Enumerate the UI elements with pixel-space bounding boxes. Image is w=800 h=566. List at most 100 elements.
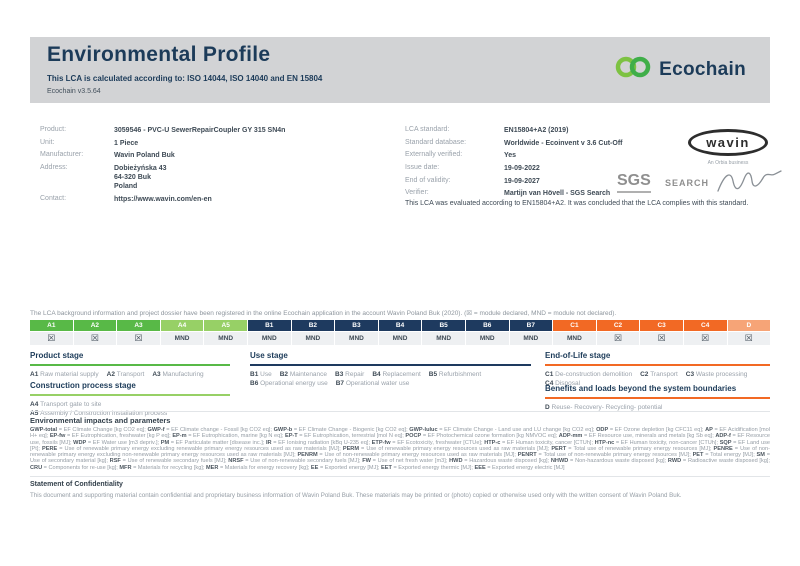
info-label: Product: — [40, 126, 67, 133]
module-code: C2 — [596, 320, 640, 331]
ecochain-logo: Ecochain — [614, 55, 746, 84]
module-status: ☒ — [596, 332, 640, 345]
header-band: Environmental Profile This LCA is calcul… — [30, 37, 770, 103]
stage-line: D Reuse- Recovery- Recycling- potential — [545, 404, 770, 413]
info-value: Dobieżyńska 43 64-320 Buk Poland — [114, 165, 167, 191]
stage-item-C1: C1 De-construction demolition — [545, 371, 633, 378]
module-column-A2: A2 ☒ — [73, 320, 118, 345]
module-column-C3: C3 ☒ — [640, 320, 684, 345]
module-column-B4: B4 MND — [378, 320, 423, 345]
module-code: A3 — [117, 320, 160, 331]
contact-link[interactable]: https://www.wavin.com/en-en — [114, 195, 212, 203]
stage-item-B1: B1 Use — [250, 371, 272, 378]
info-row: Contact: https://www.wavin.com/en-en — [40, 195, 390, 204]
stage-line: A4 Transport gate to site — [30, 401, 230, 410]
module-column-B2: B2 MND — [291, 320, 336, 345]
info-label: Externally verified: — [405, 151, 463, 159]
module-code: C3 — [640, 320, 683, 331]
module-column-B1: B1 MND — [247, 320, 292, 345]
info-row: LCA standard: EN15804+A2 (2019) — [405, 126, 705, 135]
glossary-title: Environmental impacts and parameters — [30, 416, 171, 425]
module-code: A1 — [30, 320, 73, 331]
confidentiality-text: This document and supporting material co… — [30, 492, 682, 499]
module-code: B2 — [291, 320, 335, 331]
stage-item-C4: C4 Disposal — [545, 379, 581, 387]
module-status: ☒ — [73, 332, 117, 345]
info-row: Standard database: Worldwide - Ecoinvent … — [405, 139, 705, 148]
evaluation-note: This LCA was evaluated according to EN15… — [405, 200, 749, 207]
wavin-logo-text: wavin — [706, 135, 750, 150]
stage-line: C1 De-construction demolition C2 Transpor… — [545, 371, 770, 380]
module-status: MND — [378, 332, 422, 345]
stage-use: Use stage B1 Use B2 Maintenance B3 Repair B4… — [250, 351, 531, 389]
stage-item-B5: B5 Refurbishment — [428, 371, 482, 378]
stage-underline — [545, 397, 770, 399]
info-row: End of validity: 19-09-2027 — [405, 177, 705, 186]
module-column-A1: A1 ☒ — [30, 320, 74, 345]
stage-item-C3: C3 Waste processing — [685, 371, 748, 378]
module-code: B6 — [465, 320, 509, 331]
stage-item-D: D Reuse- Recovery- Recycling- potential — [545, 404, 663, 411]
module-column-C1: C1 MND — [553, 320, 597, 345]
info-value: Martijn van Hövell - SGS Search — [504, 190, 611, 198]
info-label: Standard database: — [405, 138, 467, 146]
info-label: Address: — [40, 164, 68, 172]
info-label: Manufacturer: — [40, 151, 84, 159]
stage-underline — [30, 394, 230, 396]
info-value: EN15804+A2 (2019) — [504, 127, 569, 134]
module-status: MND — [291, 332, 335, 345]
info-row: Product: 3059546 - PVC-U SewerRepairCoupl… — [40, 126, 390, 135]
stage-section-title: End-of-Life stage — [545, 351, 611, 360]
product-info-block: Product: 3059546 - PVC-U SewerRepairCoupl… — [40, 126, 390, 208]
stage-item-B7: B7 Operational water use — [335, 379, 410, 387]
stage-item-A2: A2 Transport — [106, 371, 145, 378]
module-column-B3: B3 MND — [335, 320, 379, 345]
info-label: End of validity: — [405, 176, 451, 184]
info-label: Issue date: — [405, 164, 440, 172]
confidentiality-title: Statement of Confidentiality — [30, 481, 123, 488]
module-column-B5: B5 MND — [422, 320, 466, 345]
wavin-logo: wavin — [688, 129, 768, 156]
stage-line: A1 Raw material supply A2 Transport A3 Man… — [30, 371, 230, 380]
stage-item-A4: A4 Transport gate to site — [30, 401, 102, 408]
info-value: Yes — [504, 152, 517, 160]
module-column-C2: C2 ☒ — [596, 320, 641, 345]
divider — [30, 476, 770, 477]
info-row: Manufacturer: Wavin Poland Buk — [40, 151, 390, 160]
module-code: B3 — [335, 320, 378, 331]
module-column-B6: B6 MND — [465, 320, 510, 345]
stage-underline — [250, 364, 531, 366]
info-row: Verifier: Martijn van Hövell - SGS Search — [405, 189, 705, 198]
stage-underline — [545, 364, 770, 366]
stage-product: Product stage A1 Raw material supply A2 Tr… — [30, 351, 230, 380]
verifier-signature-icon — [715, 165, 783, 204]
stage-line: B6 Operational energy use B7 Operational … — [250, 380, 531, 389]
module-status: ☒ — [640, 332, 683, 345]
stage-benefits: Benefits and loads beyond the system bou… — [545, 384, 770, 413]
info-value: 19-09-2022 — [504, 165, 540, 173]
info-label: LCA standard: — [405, 126, 450, 133]
module-status: ☒ — [727, 332, 771, 345]
stage-section-title: Construction process stage — [30, 381, 136, 390]
module-status: MND — [160, 332, 204, 345]
stage-underline — [30, 364, 230, 366]
module-code: A5 — [204, 320, 247, 331]
module-code: C4 — [683, 320, 727, 331]
stage-section-title: Use stage — [250, 351, 288, 360]
info-row: Address: Dobieżyńska 43 64-320 Buk Poland — [40, 164, 390, 191]
module-code: B7 — [509, 320, 553, 331]
divider — [30, 411, 770, 412]
module-status: ☒ — [30, 332, 73, 345]
software-version: Ecochain v3.5.64 — [47, 88, 101, 95]
stage-item-A3: A3 Manufacturing — [152, 371, 204, 378]
lca-standard-subtitle: This LCA is calculated according to: ISO… — [47, 74, 323, 83]
orbia-tagline: An Orbia business — [707, 160, 749, 166]
module-code: B5 — [422, 320, 465, 331]
module-code: A4 — [160, 320, 204, 331]
stage-section-title: Product stage — [30, 351, 84, 360]
stage-line: A5 Assembly / Construction installation … — [30, 410, 230, 419]
module-status: ☒ — [683, 332, 727, 345]
stage-item-C2: C2 Transport — [640, 371, 678, 378]
sgs-logo-text: SGS — [617, 172, 651, 193]
